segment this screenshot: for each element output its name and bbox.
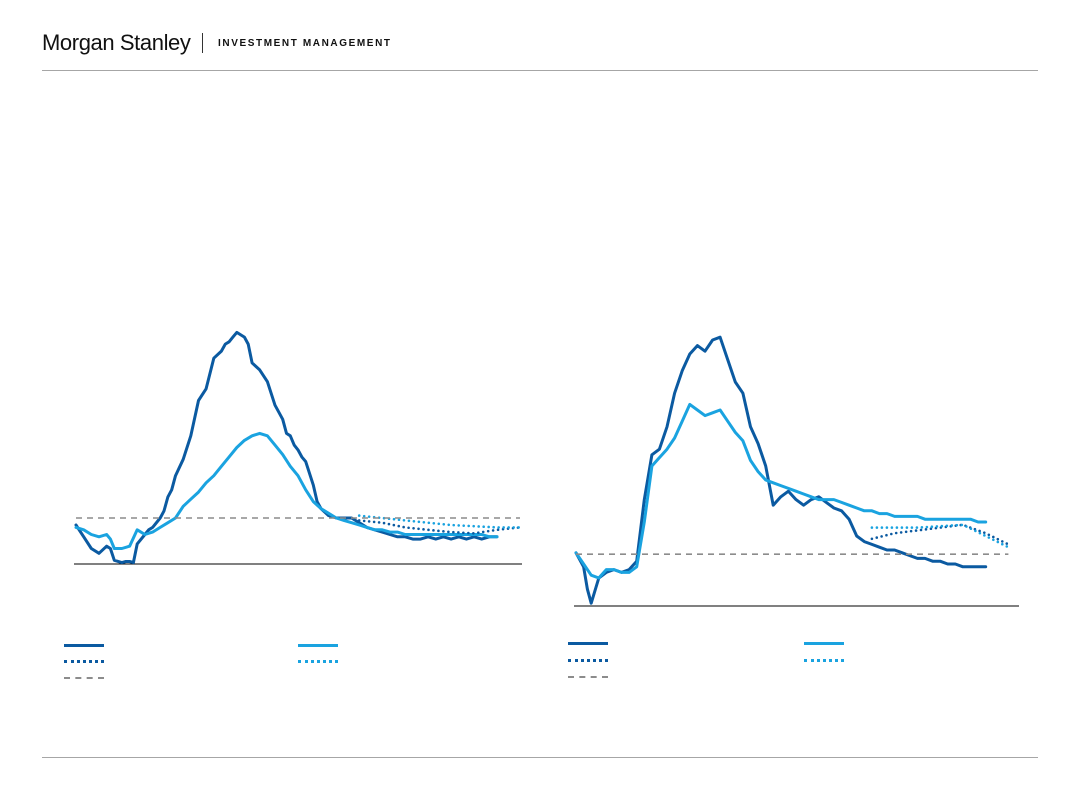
chart1-series-3-dotted	[357, 514, 522, 529]
legend-swatch-dark-solid	[568, 642, 608, 648]
header: Morgan Stanley INVESTMENT MANAGEMENT	[0, 0, 1080, 72]
brand-logo: Morgan Stanley	[42, 30, 191, 55]
legend-swatch-dark-dotted	[64, 660, 104, 666]
legend-swatch-gray-dashed	[64, 677, 104, 682]
legend-swatch-gray-dashed	[568, 676, 608, 681]
legend-swatch-light-dotted	[804, 659, 844, 665]
chart1-series-0-solid	[74, 330, 499, 565]
chart1-series-1-solid	[74, 431, 499, 550]
footer-rule	[42, 757, 1038, 758]
logo-divider	[202, 33, 203, 53]
legend-swatch-dark-solid	[64, 644, 104, 650]
legend-swatch-light-dotted	[298, 660, 338, 666]
chart1-series-2-dotted	[357, 519, 522, 535]
chart2-series-2-dotted	[870, 523, 1010, 546]
legend-swatch-dark-dotted	[568, 659, 608, 665]
division-label: INVESTMENT MANAGEMENT	[218, 38, 392, 49]
legend-swatch-light-solid	[298, 644, 338, 650]
legend-swatch-light-solid	[804, 642, 844, 648]
header-rule	[42, 70, 1038, 71]
chart2-series-1-solid	[574, 402, 988, 580]
